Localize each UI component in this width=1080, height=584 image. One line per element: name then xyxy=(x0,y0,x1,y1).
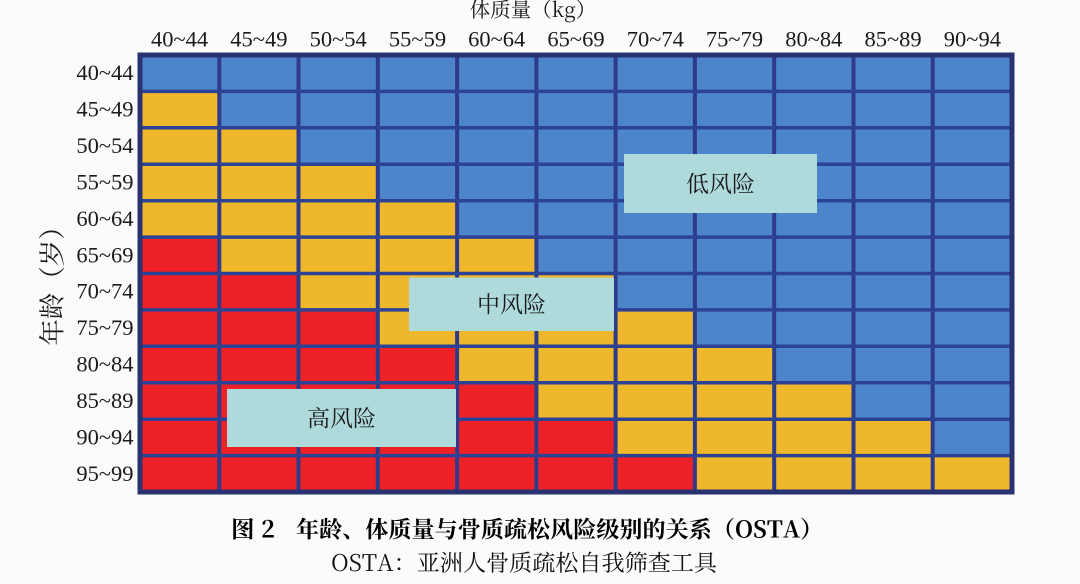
svg-text:90~94: 90~94 xyxy=(76,424,133,449)
svg-text:45~49: 45~49 xyxy=(230,27,287,52)
svg-text:40~44: 40~44 xyxy=(151,27,208,52)
svg-text:60~64: 60~64 xyxy=(468,27,525,52)
svg-text:85~89: 85~89 xyxy=(865,27,922,52)
svg-text:90~94: 90~94 xyxy=(944,27,1001,52)
svg-text:95~99: 95~99 xyxy=(76,461,133,486)
svg-text:45~49: 45~49 xyxy=(76,97,133,122)
svg-text:50~54: 50~54 xyxy=(310,27,367,52)
svg-text:75~79: 75~79 xyxy=(706,27,763,52)
svg-text:65~69: 65~69 xyxy=(547,27,604,52)
svg-text:70~74: 70~74 xyxy=(76,279,133,304)
svg-text:55~59: 55~59 xyxy=(389,27,446,52)
svg-text:55~59: 55~59 xyxy=(76,170,133,195)
svg-text:65~69: 65~69 xyxy=(76,242,133,267)
svg-text:80~84: 80~84 xyxy=(76,352,133,377)
svg-text:75~79: 75~79 xyxy=(76,315,133,340)
svg-text:70~74: 70~74 xyxy=(627,27,684,52)
svg-text:60~64: 60~64 xyxy=(76,206,133,231)
svg-text:85~89: 85~89 xyxy=(76,388,133,413)
svg-text:40~44: 40~44 xyxy=(76,60,133,85)
svg-text:80~84: 80~84 xyxy=(785,27,842,52)
svg-text:50~54: 50~54 xyxy=(76,133,133,158)
